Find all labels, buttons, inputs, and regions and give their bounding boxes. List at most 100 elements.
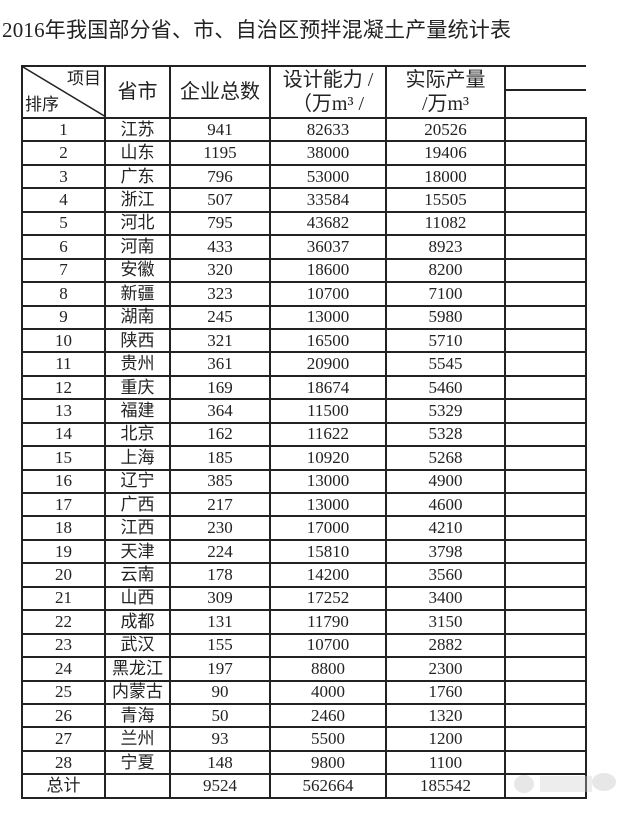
- cell-enterprises: 320: [169, 257, 271, 284]
- cell-enterprises: 178: [169, 562, 271, 588]
- cell-rank: 21: [21, 585, 106, 612]
- cell-blank: [504, 515, 587, 541]
- cell-blank: [504, 749, 587, 776]
- cell-province: 河南: [104, 234, 171, 260]
- cell-rank: 27: [21, 726, 106, 752]
- cell-province: 广东: [104, 163, 171, 190]
- total-province: [104, 773, 171, 799]
- cell-province: 安徽: [104, 257, 171, 284]
- cell-rank: 18: [21, 515, 106, 541]
- cell-province: 青海: [104, 702, 171, 729]
- cell-rank: 3: [21, 163, 106, 190]
- cell-province: 广西: [104, 491, 171, 518]
- cell-enterprises: 230: [169, 515, 271, 541]
- header-output: 实际产量 /万m³: [385, 65, 506, 119]
- cell-capacity: 36037: [269, 234, 387, 260]
- table-row: 2 山东 1195 38000 19406: [21, 140, 587, 166]
- table-row: 8 新疆 323 10700 7100: [21, 281, 587, 307]
- cell-output: 4600: [385, 491, 506, 518]
- cell-province: 天津: [104, 538, 171, 565]
- total-label: 总计: [21, 773, 106, 799]
- cell-province: 贵州: [104, 351, 171, 377]
- cell-capacity: 13000: [269, 468, 387, 495]
- cell-blank: [504, 468, 587, 495]
- cell-rank: 20: [21, 562, 106, 588]
- cell-capacity: 11790: [269, 609, 387, 635]
- cell-province: 湖南: [104, 304, 171, 330]
- cell-enterprises: 93: [169, 726, 271, 752]
- cell-enterprises: 361: [169, 351, 271, 377]
- table-row: 6 河南 433 36037 8923: [21, 234, 587, 260]
- cell-rank: 15: [21, 445, 106, 471]
- cell-blank: [504, 726, 587, 752]
- table-row: 20 云南 178 14200 3560: [21, 562, 587, 588]
- cell-enterprises: 131: [169, 609, 271, 635]
- cell-enterprises: 50: [169, 702, 271, 729]
- cell-capacity: 8800: [269, 656, 387, 682]
- cell-output: 5329: [385, 398, 506, 424]
- header-enterprises: 企业总数: [169, 65, 271, 119]
- cell-capacity: 33584: [269, 187, 387, 213]
- cell-rank: 24: [21, 656, 106, 682]
- cell-blank: [504, 327, 587, 354]
- cell-output: 19406: [385, 140, 506, 166]
- cell-output: 4900: [385, 468, 506, 495]
- total-capacity: 562664: [269, 773, 387, 799]
- cell-province: 山东: [104, 140, 171, 166]
- cell-capacity: 13000: [269, 304, 387, 330]
- header-capacity-line2: （万m³ /: [291, 93, 365, 115]
- table-row: 4 浙江 507 33584 15505: [21, 187, 587, 213]
- cell-province: 江苏: [104, 116, 171, 143]
- table-row: 7 安徽 320 18600 8200: [21, 257, 587, 284]
- cell-rank: 1: [21, 116, 106, 143]
- cell-blank: [504, 421, 587, 448]
- total-enterprises: 9524: [169, 773, 271, 799]
- table-row: 9 湖南 245 13000 5980: [21, 304, 587, 330]
- cell-province: 上海: [104, 445, 171, 471]
- cell-enterprises: 433: [169, 234, 271, 260]
- cell-capacity: 10920: [269, 445, 387, 471]
- cell-capacity: 10700: [269, 281, 387, 307]
- cell-blank: [504, 585, 587, 612]
- table-row: 3 广东 796 53000 18000: [21, 163, 587, 190]
- cell-enterprises: 169: [169, 374, 271, 401]
- cell-blank: [504, 445, 587, 471]
- cell-capacity: 18600: [269, 257, 387, 284]
- cell-output: 11082: [385, 210, 506, 237]
- cell-province: 陕西: [104, 327, 171, 354]
- cell-blank: [504, 562, 587, 588]
- cell-capacity: 16500: [269, 327, 387, 354]
- cell-enterprises: 90: [169, 679, 271, 705]
- cell-enterprises: 796: [169, 163, 271, 190]
- cell-capacity: 15810: [269, 538, 387, 565]
- corner-header-cell: 项目 排序: [21, 65, 106, 119]
- cell-rank: 16: [21, 468, 106, 495]
- cell-enterprises: 1195: [169, 140, 271, 166]
- cell-rank: 26: [21, 702, 106, 729]
- cell-capacity: 14200: [269, 562, 387, 588]
- header-province: 省市: [104, 65, 171, 119]
- cell-province: 辽宁: [104, 468, 171, 495]
- cell-enterprises: 162: [169, 421, 271, 448]
- cell-enterprises: 245: [169, 304, 271, 330]
- cell-rank: 4: [21, 187, 106, 213]
- total-row: 总计 9524 562664 185542: [21, 773, 587, 799]
- cell-capacity: 11622: [269, 421, 387, 448]
- cell-capacity: 43682: [269, 210, 387, 237]
- cell-enterprises: 507: [169, 187, 271, 213]
- table-row: 13 福建 364 11500 5329: [21, 398, 587, 424]
- cell-enterprises: 224: [169, 538, 271, 565]
- cell-blank: [504, 491, 587, 518]
- table-row: 14 北京 162 11622 5328: [21, 421, 587, 448]
- table-row: 11 贵州 361 20900 5545: [21, 351, 587, 377]
- cell-capacity: 20900: [269, 351, 387, 377]
- table-row: 5 河北 795 43682 11082: [21, 210, 587, 237]
- cell-output: 1100: [385, 749, 506, 776]
- cell-capacity: 9800: [269, 749, 387, 776]
- cell-output: 3150: [385, 609, 506, 635]
- cell-province: 浙江: [104, 187, 171, 213]
- table-row: 23 武汉 155 10700 2882: [21, 632, 587, 659]
- cell-rank: 10: [21, 327, 106, 354]
- cell-output: 1200: [385, 726, 506, 752]
- cell-output: 3560: [385, 562, 506, 588]
